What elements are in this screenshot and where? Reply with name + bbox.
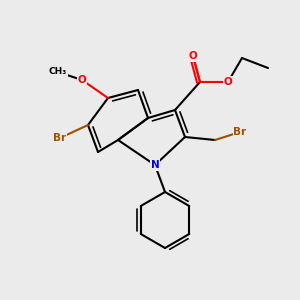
Text: O: O	[224, 77, 232, 87]
Text: O: O	[189, 51, 197, 61]
Text: N: N	[151, 160, 159, 170]
Text: Br: Br	[53, 133, 67, 143]
Text: O: O	[78, 75, 86, 85]
Text: CH₃: CH₃	[49, 68, 67, 76]
Text: Br: Br	[233, 127, 247, 137]
